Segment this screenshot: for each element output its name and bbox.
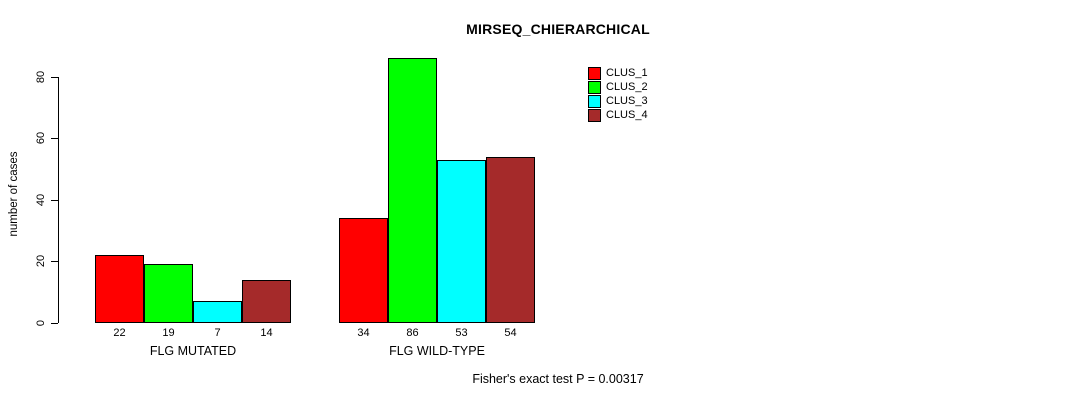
bar-flg-mutated-clus-2 bbox=[144, 264, 193, 323]
bar-value-label-flg-wild-type-clus-3: 53 bbox=[455, 327, 468, 339]
bar-value-label-flg-wild-type-clus-4: 54 bbox=[504, 327, 517, 339]
y-axis-tick-label-40: 40 bbox=[35, 193, 47, 207]
bar-value-label-flg-mutated-clus-3: 7 bbox=[214, 327, 221, 339]
y-axis-tick-20 bbox=[51, 261, 58, 262]
bar-flg-wild-type-clus-1 bbox=[339, 218, 388, 323]
legend-label-clus-3: CLUS_3 bbox=[606, 95, 648, 107]
legend: CLUS_1 CLUS_2 CLUS_3 CLUS_4 bbox=[588, 66, 648, 122]
chart-title: MIRSEQ_CHIERARCHICAL bbox=[466, 21, 650, 37]
x-axis-category-label-flg-wild-type: FLG WILD-TYPE bbox=[389, 344, 485, 358]
bar-flg-mutated-clus-3 bbox=[193, 301, 242, 323]
legend-label-clus-4: CLUS_4 bbox=[606, 109, 648, 121]
legend-swatch-clus-4 bbox=[588, 108, 601, 122]
legend-swatch-clus-1 bbox=[588, 66, 601, 80]
legend-item-clus-1: CLUS_1 bbox=[588, 66, 648, 80]
y-axis-tick-80 bbox=[51, 77, 58, 78]
bar-flg-mutated-clus-4 bbox=[242, 280, 291, 323]
legend-item-clus-3: CLUS_3 bbox=[588, 94, 648, 108]
y-axis-tick-label-80: 80 bbox=[35, 70, 47, 84]
bar-flg-wild-type-clus-3 bbox=[437, 160, 486, 323]
y-axis-tick-label-60: 60 bbox=[35, 131, 47, 145]
y-axis-tick-label-0: 0 bbox=[35, 319, 47, 327]
bar-value-label-flg-wild-type-clus-2: 86 bbox=[406, 327, 419, 339]
bar-flg-mutated-clus-1 bbox=[95, 255, 144, 323]
bar-value-label-flg-mutated-clus-1: 22 bbox=[113, 327, 126, 339]
legend-label-clus-2: CLUS_2 bbox=[606, 81, 648, 93]
bar-value-label-flg-mutated-clus-2: 19 bbox=[162, 327, 175, 339]
bar-value-label-flg-mutated-clus-4: 14 bbox=[260, 327, 273, 339]
bar-value-label-flg-wild-type-clus-1: 34 bbox=[357, 327, 370, 339]
bar-flg-wild-type-clus-4 bbox=[486, 157, 535, 323]
y-axis-tick-60 bbox=[51, 138, 58, 139]
x-axis-category-label-flg-mutated: FLG MUTATED bbox=[149, 344, 237, 358]
annotation-text: Fisher's exact test P = 0.00317 bbox=[472, 372, 644, 386]
legend-swatch-clus-3 bbox=[588, 94, 601, 108]
y-axis-line bbox=[58, 77, 59, 323]
legend-label-clus-1: CLUS_1 bbox=[606, 67, 648, 79]
y-axis-label: number of cases bbox=[8, 151, 20, 237]
y-axis-tick-40 bbox=[51, 200, 58, 201]
legend-item-clus-4: CLUS_4 bbox=[588, 108, 648, 122]
legend-item-clus-2: CLUS_2 bbox=[588, 80, 648, 94]
legend-swatch-clus-2 bbox=[588, 80, 601, 94]
y-axis-tick-0 bbox=[51, 323, 58, 324]
y-axis-tick-label-20: 20 bbox=[35, 254, 47, 268]
bar-flg-wild-type-clus-2 bbox=[388, 58, 437, 323]
